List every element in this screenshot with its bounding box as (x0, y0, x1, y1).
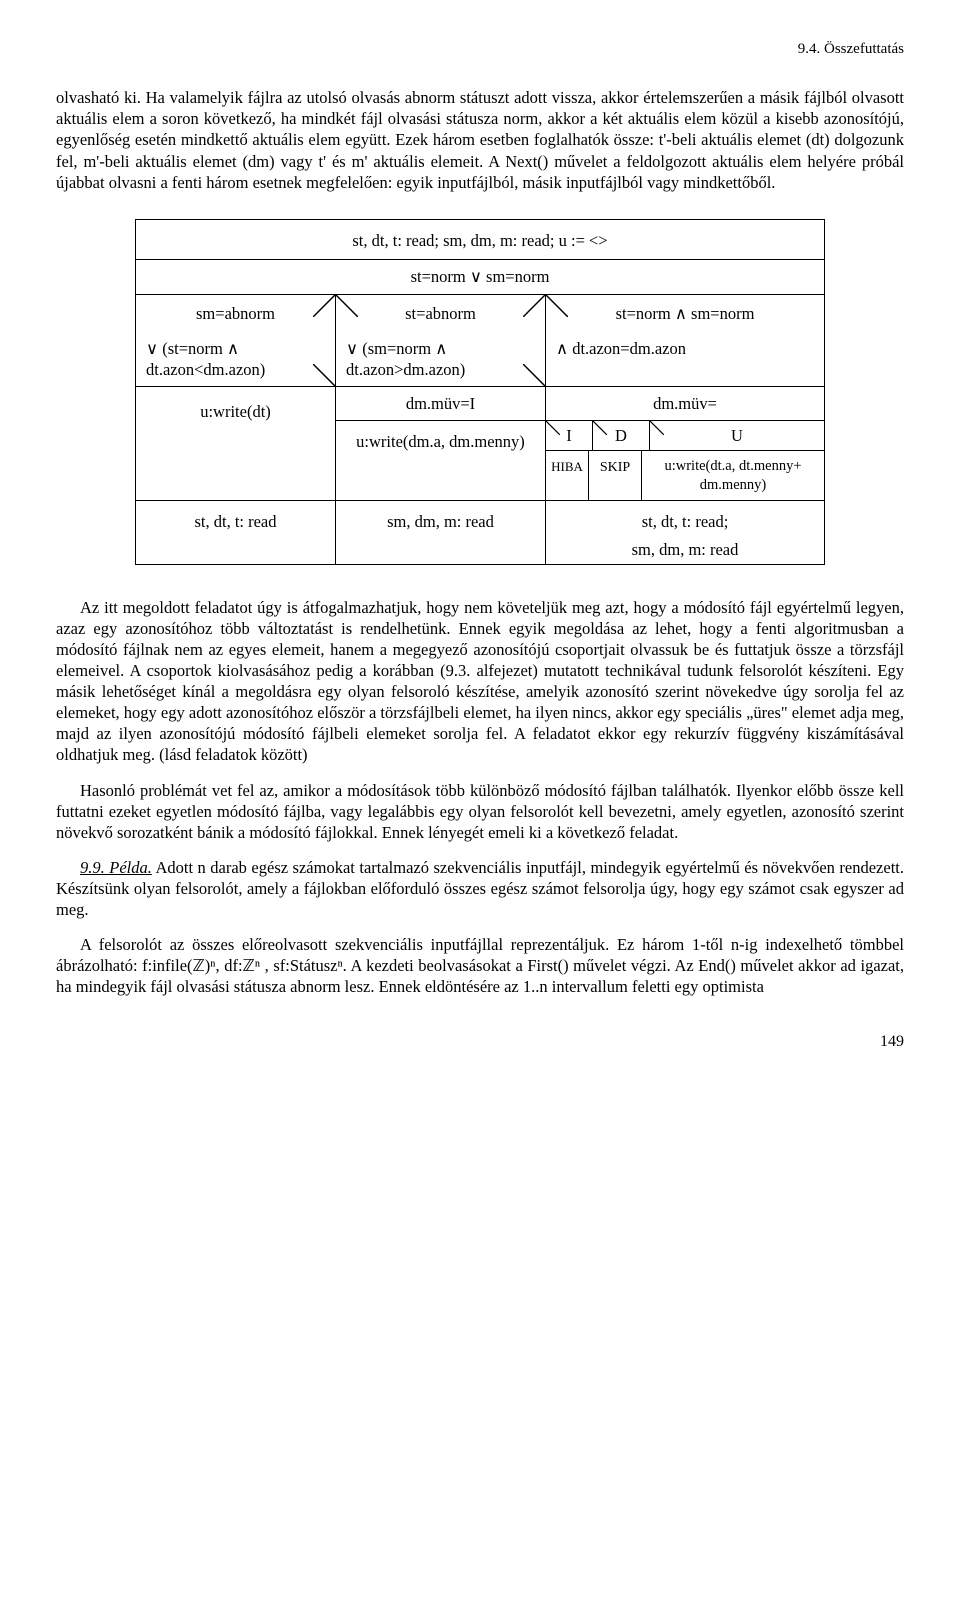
example-label: 9.9. Példa. (80, 858, 152, 877)
col-c-next2-text: sm, dm, m: read (554, 539, 816, 560)
col-c-case-bodies: HIBA SKIP u:write(dt.a, dt.menny+ dm.men… (546, 451, 824, 500)
case-i-body: HIBA (546, 451, 589, 500)
branch-diag-icon (313, 364, 335, 386)
col-c-head-text: st=norm ∧ sm=norm (616, 304, 755, 323)
case-u-label-text: U (731, 426, 743, 445)
col-c-next1-text: st, dt, t: read; (554, 511, 816, 532)
case-u-label: U (650, 421, 824, 450)
col-a-head-text: sm=abnorm (196, 304, 275, 323)
algorithm-diagram: st, dt, t: read; sm, dm, m: read; u := <… (135, 219, 825, 565)
section-header: 9.4. Összefuttatás (56, 40, 904, 59)
case-i-label: I (546, 421, 593, 450)
diagram-init: st, dt, t: read; sm, dm, m: read; u := <… (136, 220, 824, 259)
col-c-cond-text: ∧ dt.azon=dm.azon (556, 339, 686, 358)
loop-cond-text: st=norm ∨ sm=norm (411, 266, 550, 287)
page-number: 149 (56, 1032, 904, 1052)
col-b-next: sm, dm, m: read (336, 501, 546, 563)
diagram-body-row: u:write(dt) dm.müv=I u:write(dm.a, dm.me… (136, 386, 824, 500)
col-a-head: sm=abnorm (136, 295, 336, 332)
col-b-body: u:write(dm.a, dm.menny) (336, 421, 545, 500)
branch-diag-icon (546, 421, 568, 443)
col-c-head: st=norm ∧ sm=norm (546, 295, 824, 332)
diagram-loop-cond: st=norm ∨ sm=norm (136, 259, 824, 294)
branch-diag-icon (523, 295, 545, 317)
col-c-next: st, dt, t: read; sm, dm, m: read (546, 501, 824, 563)
branch-diag-icon (593, 421, 615, 443)
case-d-body: SKIP (589, 451, 642, 500)
diagram-cond-row: ∨ (st=norm ∧ dt.azon<dm.azon) ∨ (sm=norm… (136, 332, 824, 386)
paragraph-3: Hasonló problémát vet fel az, amikor a m… (56, 780, 904, 843)
paragraph-2: Az itt megoldott feladatot úgy is átfoga… (56, 597, 904, 766)
case-d-label-text: D (615, 426, 627, 445)
branch-diag-icon (546, 295, 568, 317)
case-d-label: D (593, 421, 650, 450)
col-c-case-labels: I D U (546, 421, 824, 451)
paragraph-1: olvasható ki. Ha valamelyik fájlra az ut… (56, 87, 904, 193)
col-c-cond: ∧ dt.azon=dm.azon (546, 332, 824, 386)
col-b-head-text: st=abnorm (405, 304, 476, 323)
col-a-body: u:write(dt) (136, 387, 336, 500)
col-a-cond-text: ∨ (st=norm ∧ dt.azon<dm.azon) (146, 339, 265, 379)
diagram-next-row: st, dt, t: read sm, dm, m: read st, dt, … (136, 500, 824, 563)
col-c-muvhead: dm.müv= (546, 387, 824, 421)
example-paragraph: 9.9. Példa. Adott n darab egész számokat… (56, 857, 904, 920)
case-u-body: u:write(dt.a, dt.menny+ dm.menny) (642, 451, 824, 500)
paragraph-5: A felsorolót az összes előreolvasott sze… (56, 934, 904, 997)
col-b-head: st=abnorm (336, 295, 546, 332)
diagram-heads-row: sm=abnorm st=abnorm st=norm ∧ sm=norm (136, 294, 824, 332)
col-b-block: dm.müv=I u:write(dm.a, dm.menny) (336, 387, 546, 500)
col-a-cond: ∨ (st=norm ∧ dt.azon<dm.azon) (136, 332, 336, 386)
col-c-block: dm.müv= I D (546, 387, 824, 500)
col-b-cond-text: ∨ (sm=norm ∧ dt.azon>dm.azon) (346, 339, 465, 379)
col-b-cond: ∨ (sm=norm ∧ dt.azon>dm.azon) (336, 332, 546, 386)
example-text: Adott n darab egész számokat tartalmazó … (56, 858, 904, 919)
branch-diag-icon (336, 295, 358, 317)
col-b-muv: dm.müv=I (336, 387, 545, 421)
branch-diag-icon (523, 364, 545, 386)
branch-diag-icon (313, 295, 335, 317)
col-c-muvhead-text: dm.müv= (653, 394, 717, 413)
col-a-body-text: u:write(dt) (200, 402, 271, 421)
col-a-next: st, dt, t: read (136, 501, 336, 563)
branch-diag-icon (650, 421, 672, 443)
col-b-body-text: u:write(dm.a, dm.menny) (356, 432, 525, 451)
col-b-muv-text: dm.müv=I (406, 394, 475, 413)
